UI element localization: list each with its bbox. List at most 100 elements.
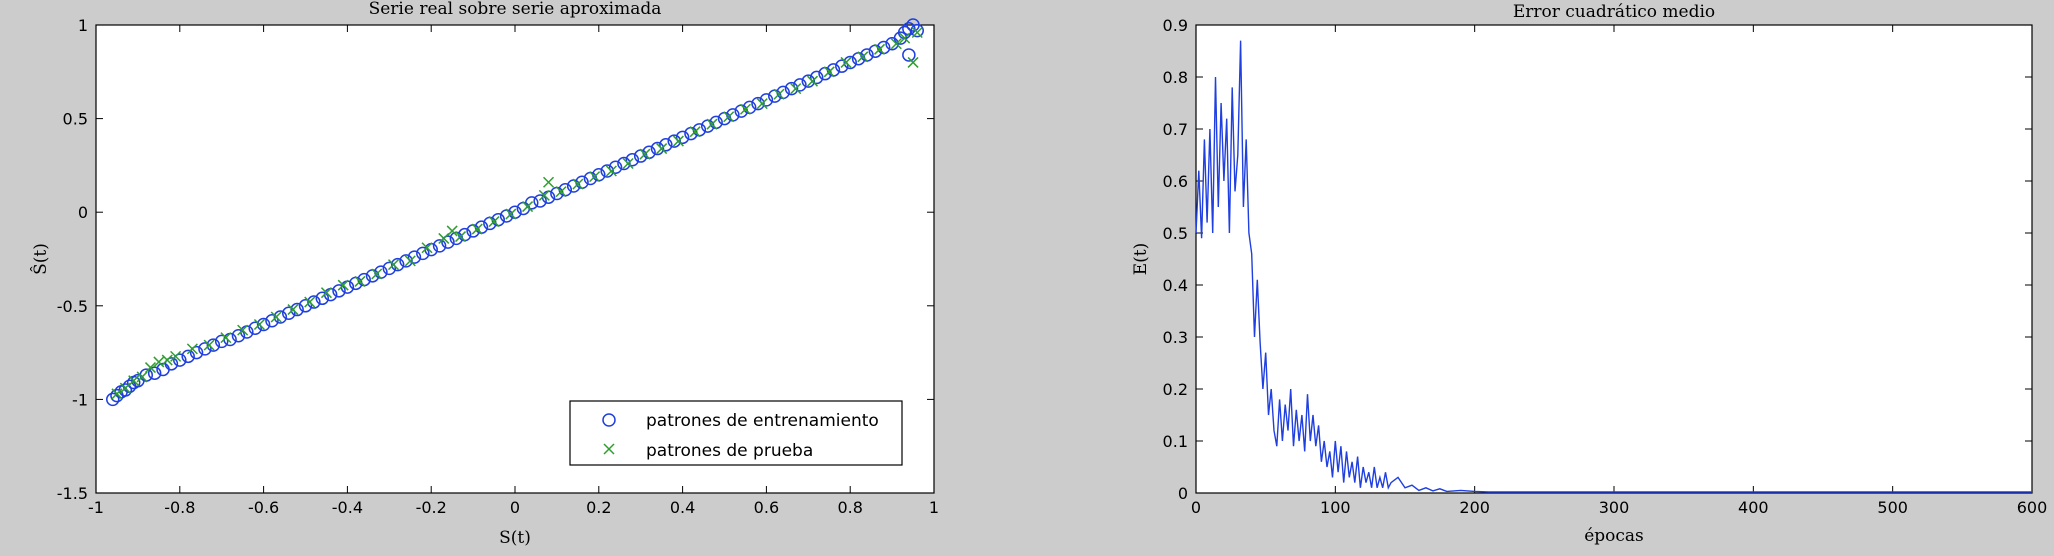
error-x-tick-label: 400 xyxy=(1738,498,1769,517)
training-point xyxy=(667,134,681,148)
scatter-x-tick-label: 0.2 xyxy=(586,498,611,517)
test-point xyxy=(128,375,140,387)
error-series-line xyxy=(1195,40,2032,493)
test-point xyxy=(790,83,802,95)
test-point xyxy=(542,176,555,188)
training-point xyxy=(298,299,313,313)
test-point xyxy=(454,231,467,243)
training-point xyxy=(189,345,204,360)
training-point xyxy=(784,81,799,96)
training-point xyxy=(793,78,807,92)
test-point xyxy=(873,43,886,55)
test-point xyxy=(237,324,249,336)
training-point xyxy=(675,130,690,145)
test-point xyxy=(488,216,500,228)
legend-box xyxy=(569,400,903,466)
error-axis-ticks: 0 100 200 300 400 500 600 0 0.1 0.2 0.3 0.4 0.5 0.6 0.… xyxy=(1163,16,2048,517)
scatter-chart: -1 -0.8 -0.6 -0.4 -0.2 0 0.2 0.4 0.6 0.8 1-1.5-1-0… xyxy=(30,0,939,548)
test-point xyxy=(840,56,852,68)
test-point xyxy=(572,178,584,190)
test-point xyxy=(555,186,567,198)
training-point xyxy=(173,353,187,367)
scatter-y-tick-label: 1 xyxy=(78,16,88,35)
test-point xyxy=(371,268,383,280)
training-point xyxy=(910,23,924,38)
error-chart-title: Error cuadrático medio xyxy=(1513,2,1715,22)
training-point xyxy=(533,194,547,208)
scatter-y-axis-label: Ŝ(t) xyxy=(30,243,51,275)
test-point xyxy=(706,118,718,130)
scatter-marks xyxy=(106,18,924,407)
training-point xyxy=(600,164,614,178)
error-x-tick-label: 600 xyxy=(2017,498,2048,517)
training-point xyxy=(315,291,330,306)
test-point xyxy=(857,51,869,63)
error-marks xyxy=(1195,40,2032,493)
test-point xyxy=(899,32,911,44)
error-y-tick-label: 0.1 xyxy=(1163,432,1188,451)
scatter-axis-ticks: -1 -0.8 -0.6 -0.4 -0.2 0 0.2 0.4 0.6 0.8 1-1.5-1-0… xyxy=(57,16,939,517)
test-point xyxy=(354,275,366,287)
error-y-tick-label: 0.2 xyxy=(1163,380,1188,399)
error-x-tick-label: 100 xyxy=(1320,498,1351,517)
scatter-x-tick-label: 0.6 xyxy=(754,498,779,517)
error-y-tick-label: 0.8 xyxy=(1163,68,1188,87)
test-point xyxy=(723,111,735,123)
test-point xyxy=(756,98,768,110)
test-point xyxy=(538,189,550,201)
legend-label-training: patrones de entrenamiento xyxy=(646,411,879,431)
training-point xyxy=(809,70,824,85)
test-point xyxy=(605,165,617,177)
training-point xyxy=(759,93,774,107)
scatter-x-axis-label: S(t) xyxy=(499,528,531,548)
training-point xyxy=(390,257,405,272)
test-point xyxy=(161,354,173,366)
error-y-tick-label: 0.7 xyxy=(1163,120,1188,139)
legend-label-test: patrones de prueba xyxy=(646,441,813,461)
training-point xyxy=(608,160,623,175)
test-point xyxy=(287,304,299,316)
scatter-x-tick-label: -0.8 xyxy=(164,498,195,517)
scatter-x-tick-label: -1 xyxy=(88,498,104,517)
test-point xyxy=(387,259,400,271)
training-point xyxy=(525,196,539,210)
test-point xyxy=(446,225,458,237)
test-point xyxy=(907,56,919,68)
scatter-x-tick-label: -0.2 xyxy=(416,498,447,517)
training-point xyxy=(307,295,321,309)
training-point xyxy=(332,284,346,298)
training-point xyxy=(206,338,221,352)
test-point xyxy=(505,208,517,220)
training-point xyxy=(214,334,229,349)
legend: patrones de entrenamiento patrones de pr… xyxy=(569,400,903,466)
scatter-x-tick-label: 1 xyxy=(929,498,939,517)
training-point xyxy=(265,314,279,328)
training-point xyxy=(118,383,133,397)
test-point xyxy=(270,311,282,323)
test-point xyxy=(404,255,416,267)
error-y-axis-label: E(t) xyxy=(1131,243,1151,276)
test-point xyxy=(689,126,701,138)
test-point xyxy=(522,201,534,213)
training-point xyxy=(198,342,212,356)
training-point xyxy=(164,357,179,371)
test-point xyxy=(304,296,316,308)
training-point xyxy=(399,254,413,268)
training-point xyxy=(281,306,296,321)
training-point xyxy=(801,74,816,88)
scatter-x-tick-label: 0.8 xyxy=(837,498,862,517)
error-y-tick-label: 0 xyxy=(1178,484,1188,503)
test-point xyxy=(823,66,835,78)
training-point xyxy=(290,302,304,317)
error-y-tick-label: 0.4 xyxy=(1163,276,1188,295)
error-y-tick-label: 0.9 xyxy=(1163,16,1188,35)
training-point xyxy=(625,153,640,167)
scatter-y-tick-label: -1.5 xyxy=(57,484,88,503)
error-line-chart: 0 100 200 300 400 500 600 0 0.1 0.2 0.3 0.4 0.5 0.6 0.… xyxy=(1131,2,2047,546)
legend-marker-training xyxy=(602,413,616,427)
test-point xyxy=(111,388,123,400)
scatter-x-tick-label: -0.4 xyxy=(332,498,363,517)
training-point xyxy=(843,55,857,70)
training-point xyxy=(650,141,665,156)
training-point xyxy=(835,59,849,73)
